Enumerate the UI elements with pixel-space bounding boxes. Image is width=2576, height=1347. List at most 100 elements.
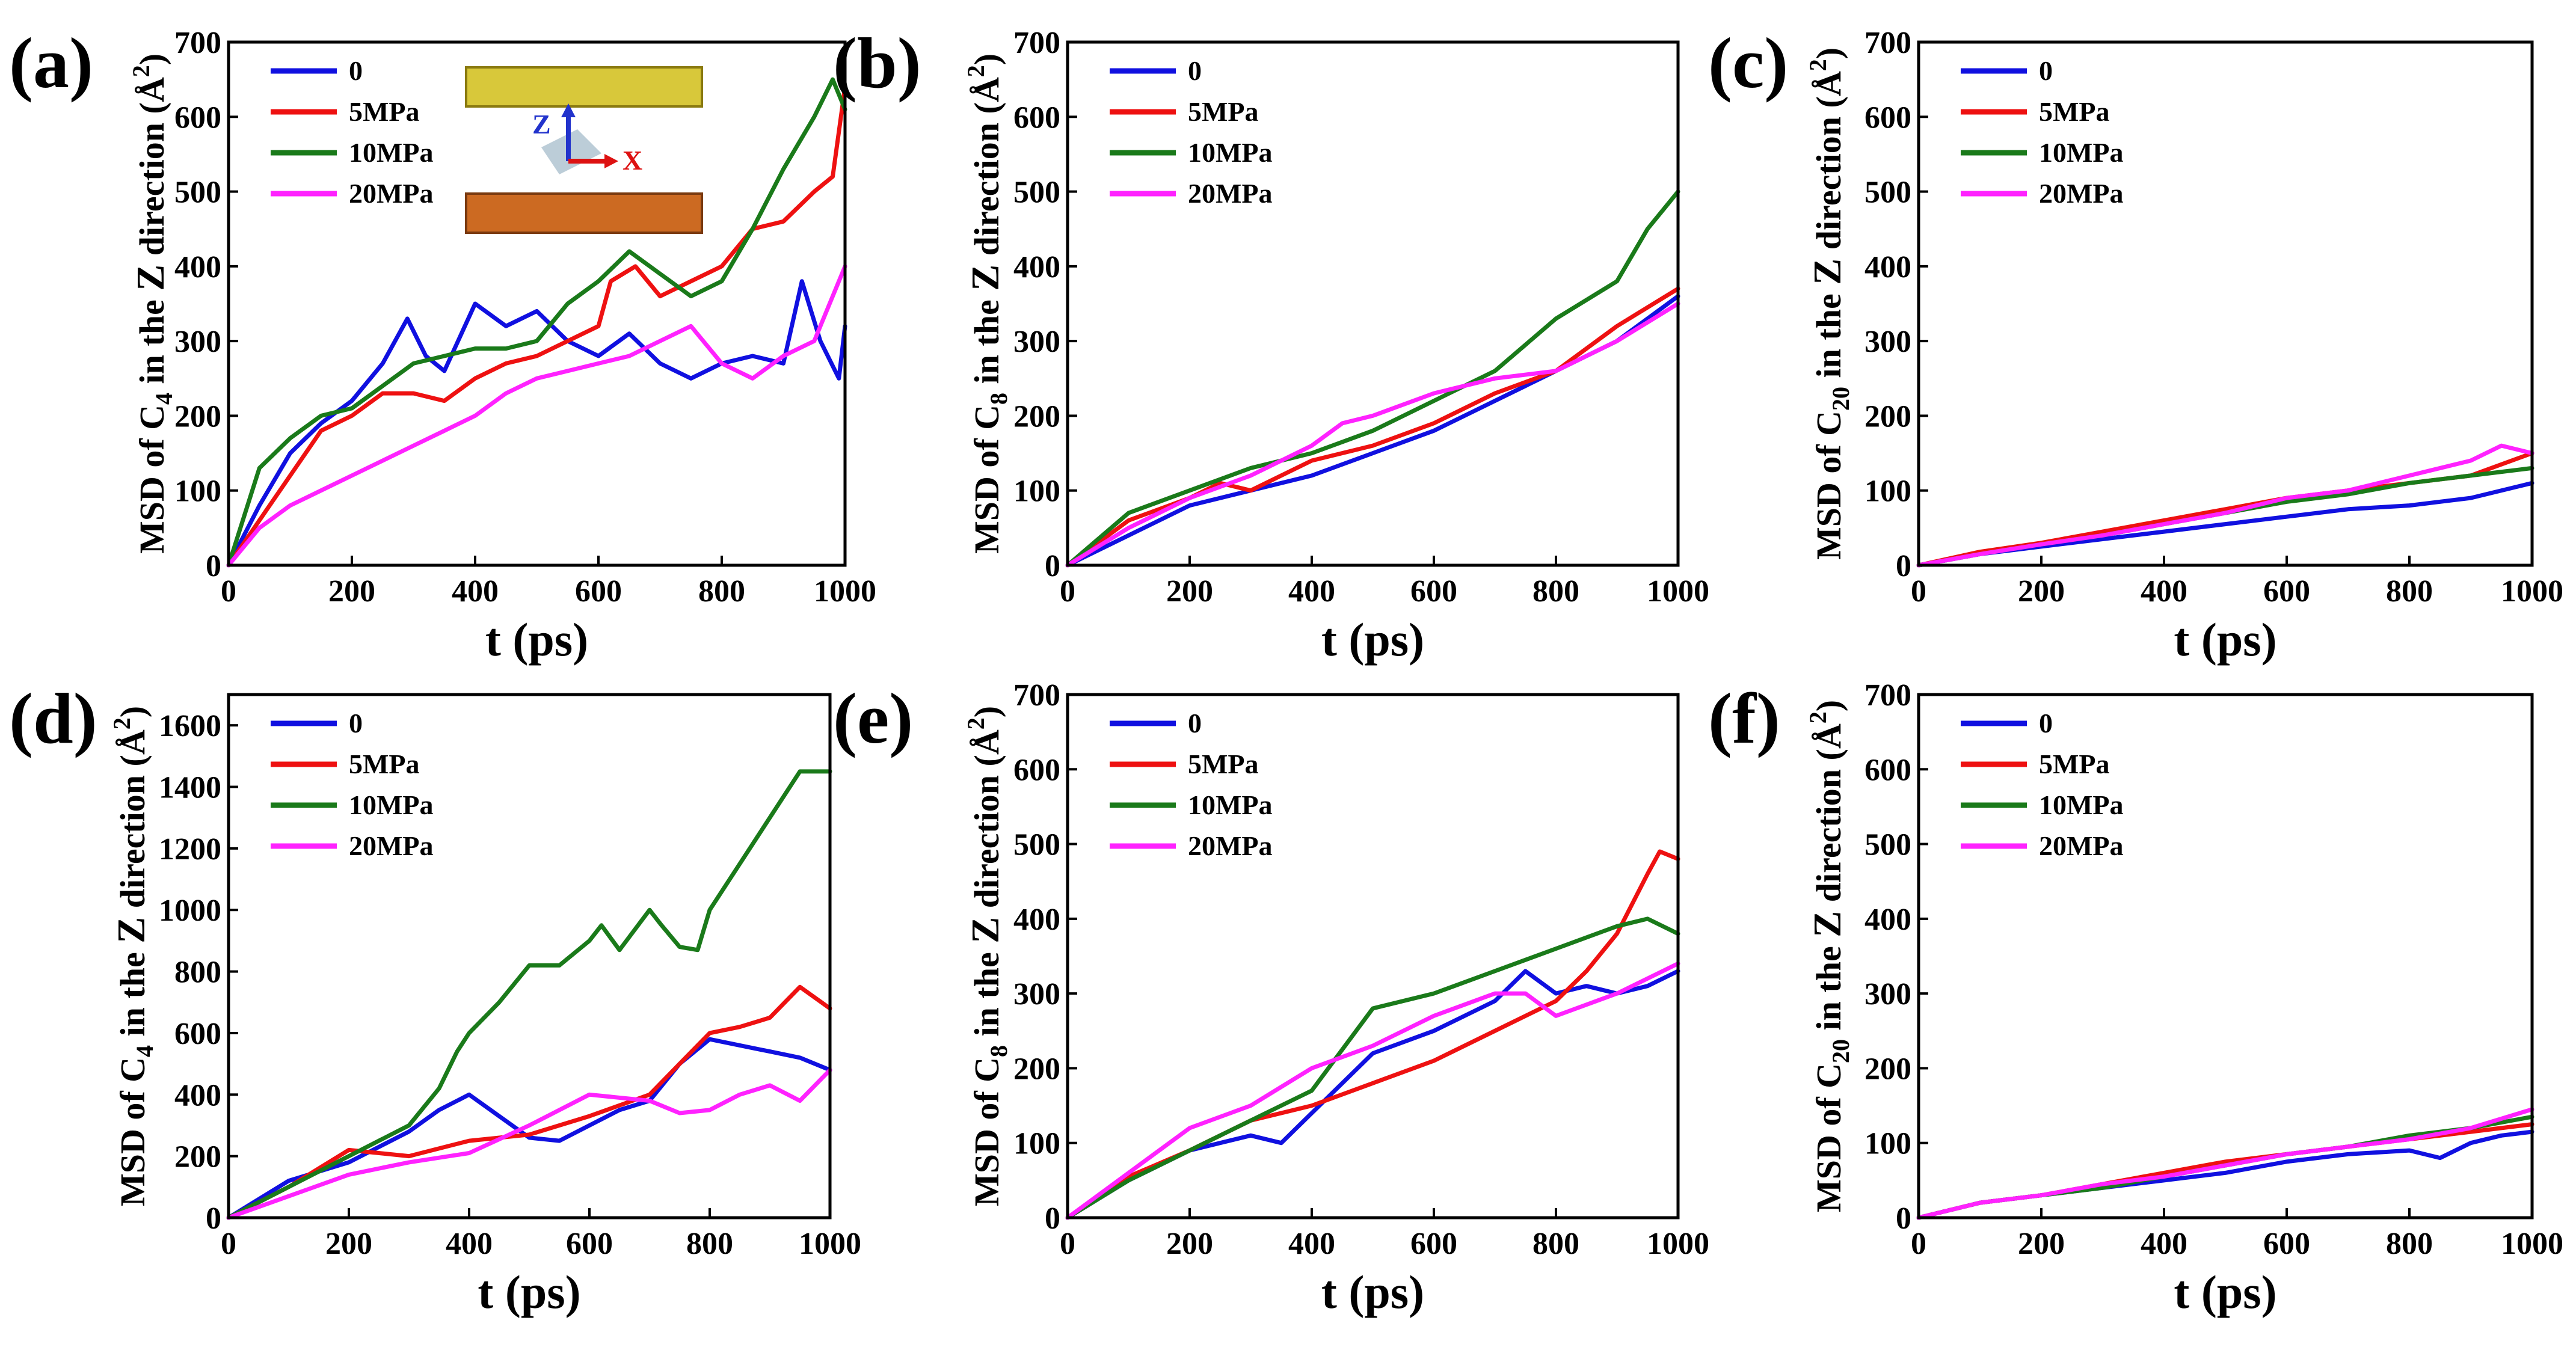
y-tick-label-f: 600 xyxy=(1864,753,1911,787)
y-tick-label-b: 400 xyxy=(1013,250,1060,284)
plot-area-a xyxy=(227,40,847,567)
y-tick-label-d: 1000 xyxy=(159,894,221,928)
panel-label-d: (d) xyxy=(9,678,97,758)
x-tick-label-c: 400 xyxy=(2141,574,2187,609)
legend-label-b-2: 10MPa xyxy=(1188,137,1273,168)
x-tick-label-b: 1000 xyxy=(1647,574,1709,609)
legend-label-a-2: 10MPa xyxy=(349,137,434,168)
panel-b: (b) 0 200 400 600 800 1000 0 100 200 300 400 500 600 7… xyxy=(833,23,1709,666)
plot-area-f xyxy=(1917,693,2534,1220)
y-tick-label-b: 0 xyxy=(1045,549,1060,583)
y-axis-label-d: MSD of C4 in the Z direction (Å2) xyxy=(108,706,158,1206)
x-tick-label-e: 1000 xyxy=(1647,1227,1709,1261)
x-tick-label-e: 600 xyxy=(1410,1227,1457,1261)
y-tick-label-f: 100 xyxy=(1864,1127,1911,1161)
inset-upper-slab xyxy=(465,66,703,108)
series-line-d-3 xyxy=(226,1067,832,1220)
series-line-e-0 xyxy=(1065,969,1680,1220)
y-tick-label-a: 200 xyxy=(174,399,221,434)
y-tick-label-b: 100 xyxy=(1013,474,1060,509)
inset-x-arrowhead xyxy=(604,154,618,168)
x-tick-label-d: 600 xyxy=(566,1227,613,1261)
panel-label-c: (c) xyxy=(1708,23,1788,103)
y-tick-label-a: 700 xyxy=(174,26,221,60)
y-tick-label-e: 600 xyxy=(1013,753,1060,787)
panel-label-b: (b) xyxy=(833,23,921,103)
y-tick-label-b: 500 xyxy=(1013,176,1060,210)
plot-area-d xyxy=(227,693,832,1220)
x-tick-label-e: 800 xyxy=(1532,1227,1579,1261)
panel-e: (e) 0 200 400 600 800 1000 0 100 200 300 400 500 600 7… xyxy=(833,678,1709,1318)
x-tick-label-d: 0 xyxy=(221,1227,236,1261)
y-tick-label-f: 300 xyxy=(1864,977,1911,1011)
x-tick-label-d: 800 xyxy=(686,1227,733,1261)
legend-label-f-3: 20MPa xyxy=(2039,830,2124,861)
y-tick-label-c: 700 xyxy=(1864,26,1911,60)
series-line-f-0 xyxy=(1916,1129,2535,1220)
legend-label-e-1: 5MPa xyxy=(1188,749,1259,779)
panel-c: (c) 0 200 400 600 800 1000 0 100 200 300 400 500 600 7… xyxy=(1708,23,2563,666)
inset-z-label: Z xyxy=(532,109,551,140)
y-tick-label-c: 600 xyxy=(1864,100,1911,135)
y-tick-label-b: 700 xyxy=(1013,26,1060,60)
legend-c: 0 5MPa 10MPa 20MPa xyxy=(1961,55,2124,209)
x-axis-label-b: t (ps) xyxy=(1321,613,1424,666)
series-line-a-2 xyxy=(226,77,847,568)
series-line-f-3 xyxy=(1916,1107,2535,1220)
y-tick-label-e: 400 xyxy=(1013,903,1060,937)
x-tick-label-f: 800 xyxy=(2386,1227,2433,1261)
y-axis-label-c: MSD of C20 in the Z direction (Å2) xyxy=(1804,48,1854,560)
legend-label-b-0: 0 xyxy=(1188,55,1202,86)
y-tick-label-d: 400 xyxy=(174,1078,221,1112)
y-tick-label-f: 0 xyxy=(1896,1201,1911,1236)
x-tick-label-a: 600 xyxy=(575,574,622,609)
x-tick-label-a: 800 xyxy=(698,574,745,609)
legend-label-f-2: 10MPa xyxy=(2039,790,2124,820)
x-tick-label-b: 800 xyxy=(1532,574,1579,609)
legend-label-c-2: 10MPa xyxy=(2039,137,2124,168)
x-tick-label-c: 800 xyxy=(2386,574,2433,609)
y-tick-label-f: 400 xyxy=(1864,903,1911,937)
y-axis-label-b: MSD of C8 in the Z direction (Å2) xyxy=(962,54,1012,554)
x-tick-label-c: 0 xyxy=(1911,574,1926,609)
panel-label-a: (a) xyxy=(9,23,93,103)
series-line-a-0 xyxy=(226,279,847,568)
x-tick-label-b: 200 xyxy=(1166,574,1213,609)
y-tick-label-d: 1400 xyxy=(159,771,221,805)
y-tick-label-d: 200 xyxy=(174,1140,221,1174)
legend-label-b-1: 5MPa xyxy=(1188,96,1259,127)
legend-label-d-1: 5MPa xyxy=(349,749,420,779)
legend-label-c-1: 5MPa xyxy=(2039,96,2110,127)
plot-area-c xyxy=(1917,40,2534,567)
y-tick-label-c: 200 xyxy=(1864,399,1911,434)
y-tick-label-c: 500 xyxy=(1864,176,1911,210)
y-tick-label-a: 300 xyxy=(174,325,221,359)
y-tick-label-a: 500 xyxy=(174,176,221,210)
y-tick-label-d: 1200 xyxy=(159,832,221,867)
series-line-e-3 xyxy=(1065,961,1680,1220)
y-tick-label-a: 400 xyxy=(174,250,221,284)
y-tick-label-f: 700 xyxy=(1864,678,1911,713)
y-tick-label-e: 0 xyxy=(1045,1201,1060,1236)
x-tick-label-b: 400 xyxy=(1288,574,1335,609)
legend-b: 0 5MPa 10MPa 20MPa xyxy=(1110,55,1273,209)
legend-label-f-0: 0 xyxy=(2039,708,2053,738)
x-tick-label-c: 200 xyxy=(2018,574,2065,609)
panel-label-e: (e) xyxy=(833,678,913,758)
legend-label-d-2: 10MPa xyxy=(349,790,434,820)
x-tick-label-f: 200 xyxy=(2018,1227,2065,1261)
y-tick-label-e: 200 xyxy=(1013,1052,1060,1086)
plot-area-b xyxy=(1066,40,1680,567)
panel-a: (a) 0 200 400 600 800 1000 0 100 200 300 400 500 600 7… xyxy=(9,23,876,666)
series-line-b-1 xyxy=(1065,286,1680,568)
x-tick-label-a: 400 xyxy=(452,574,499,609)
x-axis-label-e: t (ps) xyxy=(1321,1266,1424,1318)
x-tick-label-b: 0 xyxy=(1060,574,1075,609)
x-tick-label-a: 200 xyxy=(328,574,375,609)
y-tick-label-d: 800 xyxy=(174,956,221,990)
x-axis-label-a: t (ps) xyxy=(485,613,588,666)
plot-area-e xyxy=(1066,693,1680,1220)
legend-label-c-0: 0 xyxy=(2039,55,2053,86)
x-axis-label-f: t (ps) xyxy=(2174,1266,2276,1318)
